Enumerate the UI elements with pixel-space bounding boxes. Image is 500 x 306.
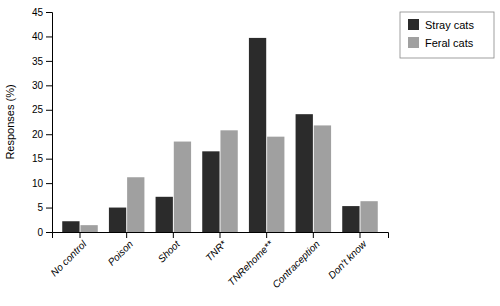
tick: Don't know xyxy=(326,232,369,281)
tick-mark xyxy=(46,61,52,62)
tick: 45 xyxy=(32,7,52,18)
tick: TNRehome** xyxy=(226,232,276,288)
plot: 0 5 10 15 20 25 30 35 40 45 No control Poison Shoot T… xyxy=(32,7,389,290)
tick-mark xyxy=(360,232,361,238)
tick-label: 40 xyxy=(32,31,44,42)
tick: 5 xyxy=(37,202,52,213)
bar xyxy=(249,38,266,232)
tick: No control xyxy=(48,232,89,278)
legend-frame xyxy=(400,12,494,58)
tick-mark xyxy=(313,232,314,238)
chart: 0 5 10 15 20 25 30 35 40 45 No control Poison Shoot T… xyxy=(0,0,500,306)
legend-label: Stray cats xyxy=(425,19,474,31)
tick-label: Shoot xyxy=(156,238,183,265)
y-axis: 0 5 10 15 20 25 30 35 40 45 xyxy=(32,7,53,238)
tick: TNR* xyxy=(203,232,229,263)
tick-mark xyxy=(80,232,81,238)
bar xyxy=(267,137,284,232)
tick-mark xyxy=(46,134,52,135)
tick-label: Don't know xyxy=(326,238,369,281)
bar xyxy=(220,130,237,232)
tick: Contraception xyxy=(270,232,322,290)
axis-line xyxy=(53,233,389,239)
legend-label: Feral cats xyxy=(425,37,474,49)
legend: Stray cats Feral cats xyxy=(400,12,494,58)
axis-line xyxy=(46,13,53,233)
tick-label: 5 xyxy=(37,202,43,213)
bar xyxy=(127,177,144,232)
legend-swatch xyxy=(408,19,419,30)
tick-mark xyxy=(46,208,52,209)
tick-mark xyxy=(220,232,221,238)
x-axis: No control Poison Shoot TNR*TNRehome**Contr… xyxy=(48,232,388,290)
tick-mark xyxy=(173,232,174,238)
tick-label: 15 xyxy=(32,153,44,164)
tick-label: Contraception xyxy=(270,238,322,290)
tick: 0 xyxy=(37,227,52,238)
bars xyxy=(62,38,378,232)
tick-mark xyxy=(46,232,52,233)
bar xyxy=(314,125,331,232)
tick-label: TNR* xyxy=(203,238,229,264)
tick-label: TNRehome** xyxy=(226,238,276,288)
tick-label: 25 xyxy=(32,104,44,115)
bar xyxy=(80,225,97,232)
tick: 25 xyxy=(32,104,52,115)
tick-mark xyxy=(46,36,52,37)
tick-label: 20 xyxy=(32,129,44,140)
tick-mark xyxy=(126,232,127,238)
tick-mark xyxy=(46,183,52,184)
y-axis-label: Responses (%) xyxy=(4,84,16,159)
tick: 40 xyxy=(32,31,52,42)
tick-label: 0 xyxy=(37,227,43,238)
tick: 30 xyxy=(32,80,52,91)
tick: Shoot xyxy=(156,232,183,265)
tick-label: 10 xyxy=(32,178,44,189)
bar xyxy=(174,142,191,232)
tick: 10 xyxy=(32,178,52,189)
tick-label: No control xyxy=(48,238,89,279)
tick-label: 30 xyxy=(32,80,44,91)
bar xyxy=(296,114,313,232)
tick-label: 35 xyxy=(32,56,44,67)
tick-mark xyxy=(266,232,267,238)
tick: 35 xyxy=(32,56,52,67)
bar xyxy=(360,201,377,232)
legend-swatch xyxy=(408,37,419,48)
tick-mark xyxy=(46,85,52,86)
bar xyxy=(342,206,359,232)
tick-label: Poison xyxy=(106,238,136,268)
tick: 15 xyxy=(32,153,52,164)
bar xyxy=(109,208,126,232)
bar xyxy=(62,221,79,232)
tick-label: 45 xyxy=(32,7,44,18)
tick: Poison xyxy=(106,232,136,268)
tick-mark xyxy=(46,110,52,111)
bar xyxy=(156,197,173,232)
tick-mark xyxy=(46,12,52,13)
tick-mark xyxy=(46,159,52,160)
tick: 20 xyxy=(32,129,52,140)
bar xyxy=(202,151,219,232)
